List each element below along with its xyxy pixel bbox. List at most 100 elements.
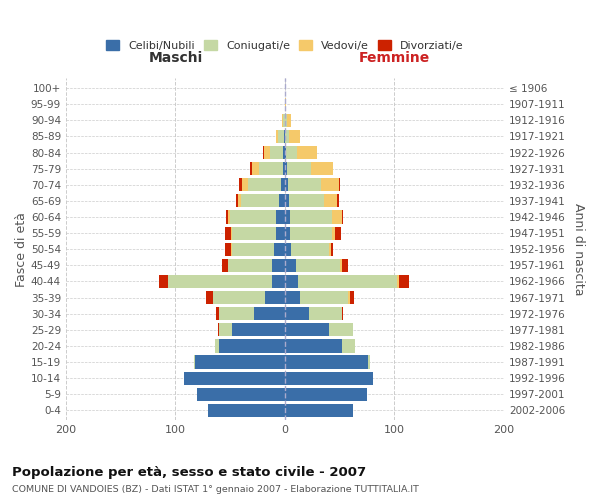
Bar <box>281 178 285 192</box>
Bar <box>285 356 368 368</box>
Bar <box>272 275 285 288</box>
Bar <box>287 162 311 175</box>
Bar <box>281 114 283 127</box>
Bar <box>224 242 231 256</box>
Bar <box>292 242 329 256</box>
Bar <box>254 307 285 320</box>
Text: Popolazione per età, sesso e stato civile - 2007: Popolazione per età, sesso e stato civil… <box>12 466 366 479</box>
Bar <box>342 307 343 320</box>
Bar <box>337 194 338 207</box>
Bar <box>286 146 297 159</box>
Bar <box>226 210 228 224</box>
Bar <box>350 291 354 304</box>
Bar <box>285 340 342 352</box>
Bar <box>285 259 296 272</box>
Bar <box>224 226 231 239</box>
Bar <box>232 323 285 336</box>
Bar <box>195 356 285 368</box>
Bar <box>285 194 289 207</box>
Bar <box>264 146 269 159</box>
Bar <box>285 307 309 320</box>
Bar <box>272 259 285 272</box>
Bar <box>269 146 283 159</box>
Bar <box>259 162 283 175</box>
Bar <box>285 146 286 159</box>
Bar <box>329 323 353 336</box>
Bar <box>342 210 343 224</box>
Bar <box>287 114 292 127</box>
Bar <box>212 291 265 304</box>
Bar <box>228 210 230 224</box>
Text: COMUNE DI VANDOIES (BZ) - Dati ISTAT 1° gennaio 2007 - Elaborazione TUTTITALIA.I: COMUNE DI VANDOIES (BZ) - Dati ISTAT 1° … <box>12 485 419 494</box>
Bar <box>228 259 272 272</box>
Bar <box>342 259 349 272</box>
Bar <box>349 291 350 304</box>
Bar <box>216 307 219 320</box>
Bar <box>296 259 340 272</box>
Bar <box>285 178 288 192</box>
Y-axis label: Fasce di età: Fasce di età <box>15 212 28 286</box>
Bar <box>276 210 285 224</box>
Bar <box>230 210 276 224</box>
Bar <box>223 259 228 272</box>
Bar <box>285 388 367 401</box>
Bar <box>248 178 281 192</box>
Bar <box>168 275 272 288</box>
Bar <box>232 242 274 256</box>
Bar <box>285 404 353 417</box>
Bar <box>219 323 232 336</box>
Bar <box>397 275 399 288</box>
Bar <box>335 226 341 239</box>
Bar <box>332 226 335 239</box>
Bar <box>274 242 285 256</box>
Text: Maschi: Maschi <box>148 52 203 66</box>
Bar <box>241 194 280 207</box>
Bar <box>285 242 292 256</box>
Bar <box>194 356 195 368</box>
Bar <box>231 226 232 239</box>
Bar <box>321 178 338 192</box>
Text: Femmine: Femmine <box>359 52 430 66</box>
Bar <box>399 275 409 288</box>
Bar <box>297 146 317 159</box>
Bar <box>309 307 342 320</box>
Bar <box>284 130 285 143</box>
Bar <box>283 114 285 127</box>
Bar <box>368 356 370 368</box>
Bar <box>285 291 300 304</box>
Bar <box>242 178 248 192</box>
Bar <box>280 194 285 207</box>
Bar <box>197 388 285 401</box>
Bar <box>285 210 290 224</box>
Bar <box>206 291 212 304</box>
Bar <box>231 242 232 256</box>
Bar <box>342 340 355 352</box>
Bar <box>236 194 238 207</box>
Bar <box>215 340 219 352</box>
Bar <box>300 291 349 304</box>
Bar <box>290 210 332 224</box>
Bar <box>219 307 254 320</box>
Legend: Celibi/Nubili, Coniugati/e, Vedovi/e, Divorziati/e: Celibi/Nubili, Coniugati/e, Vedovi/e, Di… <box>101 36 468 56</box>
Bar <box>290 226 332 239</box>
Bar <box>340 259 342 272</box>
Bar <box>263 146 264 159</box>
Bar <box>285 130 289 143</box>
Bar <box>250 162 252 175</box>
Bar <box>252 162 259 175</box>
Bar <box>329 242 331 256</box>
Bar <box>285 323 329 336</box>
Bar <box>208 404 285 417</box>
Bar <box>298 275 397 288</box>
Bar <box>289 194 325 207</box>
Bar <box>288 178 321 192</box>
Bar <box>276 226 285 239</box>
Bar <box>311 162 333 175</box>
Bar <box>283 162 285 175</box>
Bar <box>218 323 219 336</box>
Bar <box>289 130 300 143</box>
Bar <box>331 242 333 256</box>
Bar <box>283 146 285 159</box>
Bar <box>332 210 342 224</box>
Bar <box>219 340 285 352</box>
